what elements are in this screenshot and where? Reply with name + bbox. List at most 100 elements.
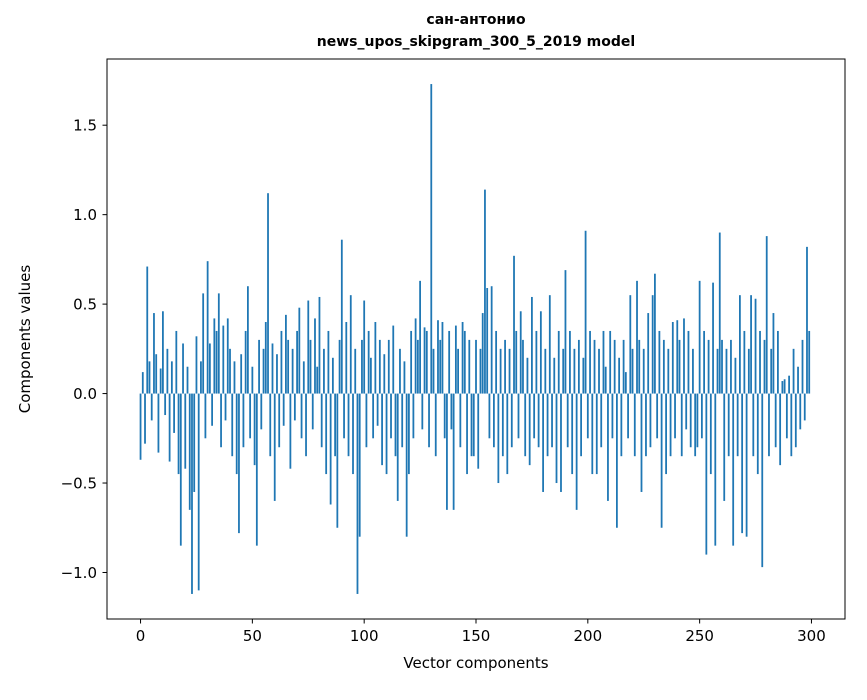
bar <box>300 393 303 439</box>
bar <box>794 393 797 448</box>
bar <box>718 232 721 394</box>
bar <box>200 361 202 394</box>
bar <box>396 393 399 501</box>
bar <box>616 393 618 528</box>
bar <box>291 348 294 394</box>
bar <box>647 313 650 394</box>
bar <box>765 236 768 394</box>
bar <box>146 266 149 394</box>
bar <box>318 296 321 394</box>
bar <box>390 393 392 439</box>
bar <box>287 339 290 394</box>
bar <box>421 393 424 430</box>
axis-ticks: 0 50 100 150 200 250 300 −1.0 −0.5 0.0 0.5 1.0 1.5 <box>61 117 826 645</box>
bar <box>385 393 388 475</box>
bar <box>463 330 466 394</box>
bar <box>168 393 171 462</box>
bar <box>376 393 379 426</box>
bar <box>651 295 654 394</box>
bar <box>801 339 804 394</box>
bar <box>412 393 415 439</box>
chart-title-line2: news_upos_skipgram_300_5_2019 model <box>317 34 635 50</box>
bar <box>598 348 600 394</box>
bar <box>685 393 688 430</box>
bar <box>586 393 589 439</box>
bar <box>600 393 603 448</box>
bar <box>779 393 782 466</box>
bar <box>745 393 748 537</box>
bar <box>403 361 406 394</box>
bar <box>723 393 726 501</box>
y-tick-label: 0.5 <box>73 296 97 314</box>
bar <box>575 393 578 510</box>
x-tick-label: 50 <box>243 627 262 645</box>
bar <box>716 348 719 394</box>
bar <box>211 393 213 426</box>
bar <box>622 339 625 394</box>
bar <box>334 393 336 457</box>
bar <box>356 393 359 594</box>
bar <box>452 393 455 510</box>
bar <box>296 330 298 394</box>
x-tick-label: 0 <box>136 627 146 645</box>
bar <box>539 311 542 394</box>
bar <box>327 330 330 394</box>
bar <box>624 372 627 394</box>
bar <box>271 343 274 394</box>
bar <box>562 348 565 394</box>
bar <box>215 330 218 394</box>
bar <box>490 286 493 394</box>
bar <box>235 393 238 475</box>
bar <box>253 393 256 466</box>
bar <box>345 322 348 394</box>
bar <box>604 366 607 394</box>
y-axis-label: Components values <box>16 265 34 414</box>
bar <box>361 339 363 394</box>
bar <box>768 393 770 457</box>
bar <box>217 293 220 394</box>
bar <box>399 348 401 394</box>
bar <box>419 280 421 394</box>
bar <box>551 393 553 448</box>
bar <box>495 330 498 394</box>
bar <box>698 280 701 394</box>
bar <box>756 393 759 475</box>
bar <box>584 230 587 394</box>
bar <box>553 357 556 394</box>
bar <box>247 286 249 394</box>
bar <box>408 393 410 475</box>
bar <box>642 348 645 394</box>
bar <box>220 393 222 448</box>
bar <box>242 393 245 448</box>
bar <box>148 361 151 394</box>
bar <box>179 393 182 546</box>
bar <box>466 393 468 475</box>
bar <box>370 357 372 394</box>
bar <box>347 393 350 457</box>
bar <box>593 339 596 394</box>
bar <box>416 339 419 394</box>
bar <box>282 393 285 426</box>
bar <box>285 314 287 394</box>
bar <box>372 393 375 439</box>
bar <box>602 330 605 394</box>
bar <box>166 348 169 394</box>
bar <box>725 348 728 394</box>
bar <box>569 330 571 394</box>
bar <box>293 393 296 421</box>
bar <box>410 330 413 394</box>
bar <box>157 393 160 453</box>
bar <box>526 357 529 394</box>
bar <box>278 393 281 448</box>
bar <box>280 330 283 394</box>
bar <box>747 348 750 394</box>
bar <box>638 339 641 394</box>
bar <box>709 393 712 475</box>
bar <box>374 322 377 394</box>
bar <box>472 393 475 457</box>
bar <box>739 295 741 394</box>
bar <box>425 330 428 394</box>
bar <box>712 282 714 394</box>
bar <box>244 330 247 394</box>
